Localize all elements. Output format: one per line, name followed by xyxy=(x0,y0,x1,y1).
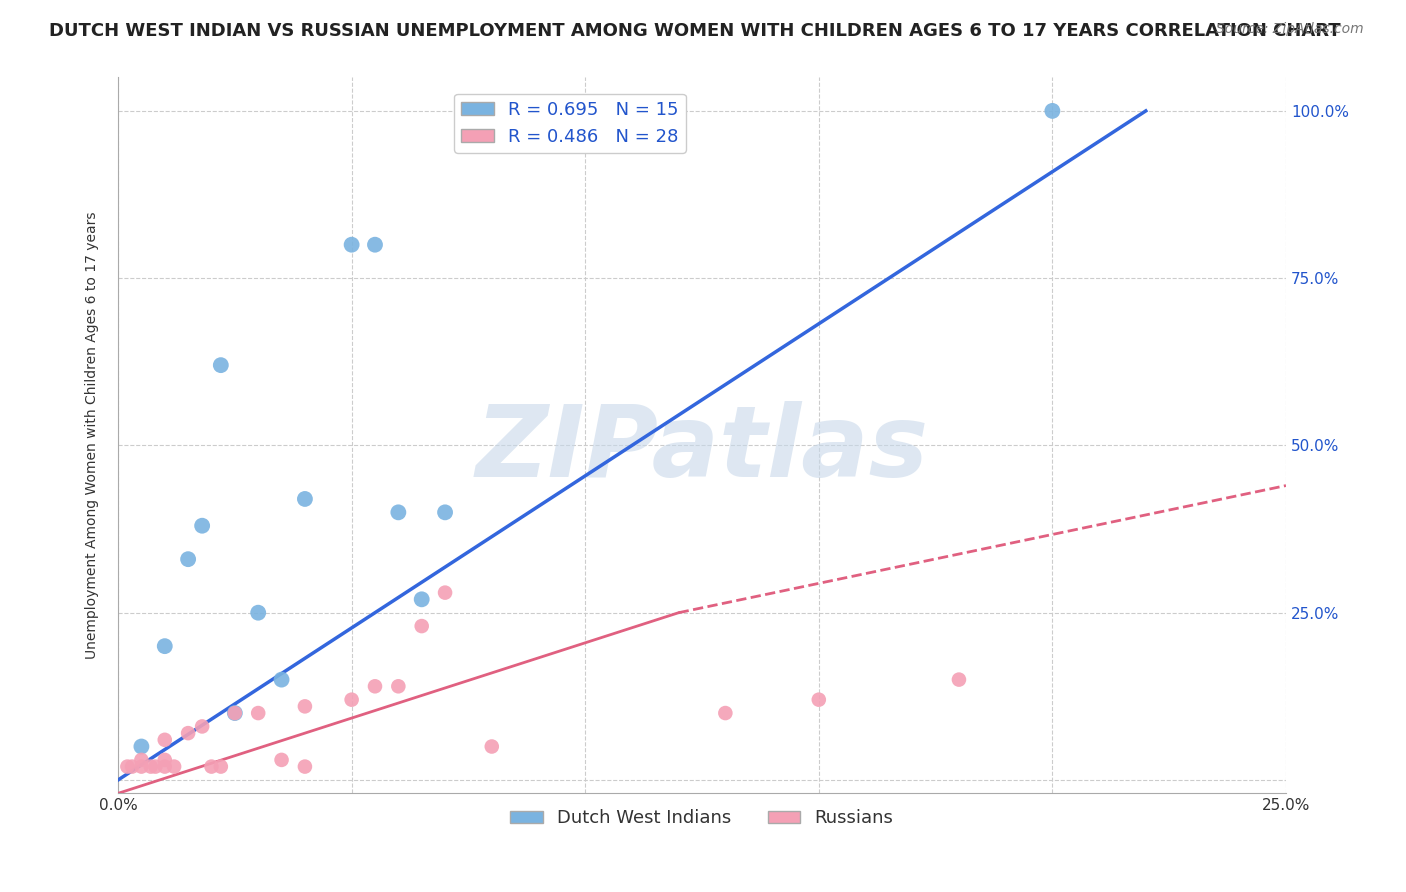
Point xyxy=(153,732,176,747)
Text: ZIPatlas: ZIPatlas xyxy=(475,401,928,499)
Point xyxy=(145,759,167,773)
Point xyxy=(191,518,214,533)
Point xyxy=(153,759,176,773)
Point xyxy=(411,619,433,633)
Point xyxy=(434,505,457,519)
Point xyxy=(387,679,409,693)
Point xyxy=(177,726,200,740)
Point xyxy=(131,739,153,754)
Point xyxy=(387,505,409,519)
Point xyxy=(139,759,162,773)
Point xyxy=(191,719,214,733)
Point xyxy=(1040,103,1063,118)
Point xyxy=(364,237,387,252)
Point xyxy=(270,753,292,767)
Point xyxy=(209,759,232,773)
Point xyxy=(121,759,143,773)
Point xyxy=(247,706,270,720)
Point xyxy=(294,699,316,714)
Text: DUTCH WEST INDIAN VS RUSSIAN UNEMPLOYMENT AMONG WOMEN WITH CHILDREN AGES 6 TO 17: DUTCH WEST INDIAN VS RUSSIAN UNEMPLOYMEN… xyxy=(49,22,1341,40)
Point xyxy=(247,606,270,620)
Point xyxy=(364,679,387,693)
Point xyxy=(948,673,970,687)
Point xyxy=(270,673,292,687)
Point xyxy=(131,759,153,773)
Point xyxy=(434,585,457,599)
Point xyxy=(294,759,316,773)
Point xyxy=(340,237,363,252)
Legend: Dutch West Indians, Russians: Dutch West Indians, Russians xyxy=(503,802,901,834)
Text: Source: ZipAtlas.com: Source: ZipAtlas.com xyxy=(1216,22,1364,37)
Point xyxy=(153,753,176,767)
Point xyxy=(340,692,363,706)
Point xyxy=(153,639,176,653)
Point xyxy=(224,706,246,720)
Point xyxy=(200,759,222,773)
Point xyxy=(209,358,232,372)
Point xyxy=(224,706,246,720)
Point xyxy=(294,491,316,506)
Point xyxy=(807,692,830,706)
Y-axis label: Unemployment Among Women with Children Ages 6 to 17 years: Unemployment Among Women with Children A… xyxy=(86,211,100,659)
Point xyxy=(131,753,153,767)
Point xyxy=(411,592,433,607)
Point xyxy=(177,552,200,566)
Point xyxy=(481,739,503,754)
Point xyxy=(117,759,139,773)
Point xyxy=(714,706,737,720)
Point xyxy=(163,759,186,773)
